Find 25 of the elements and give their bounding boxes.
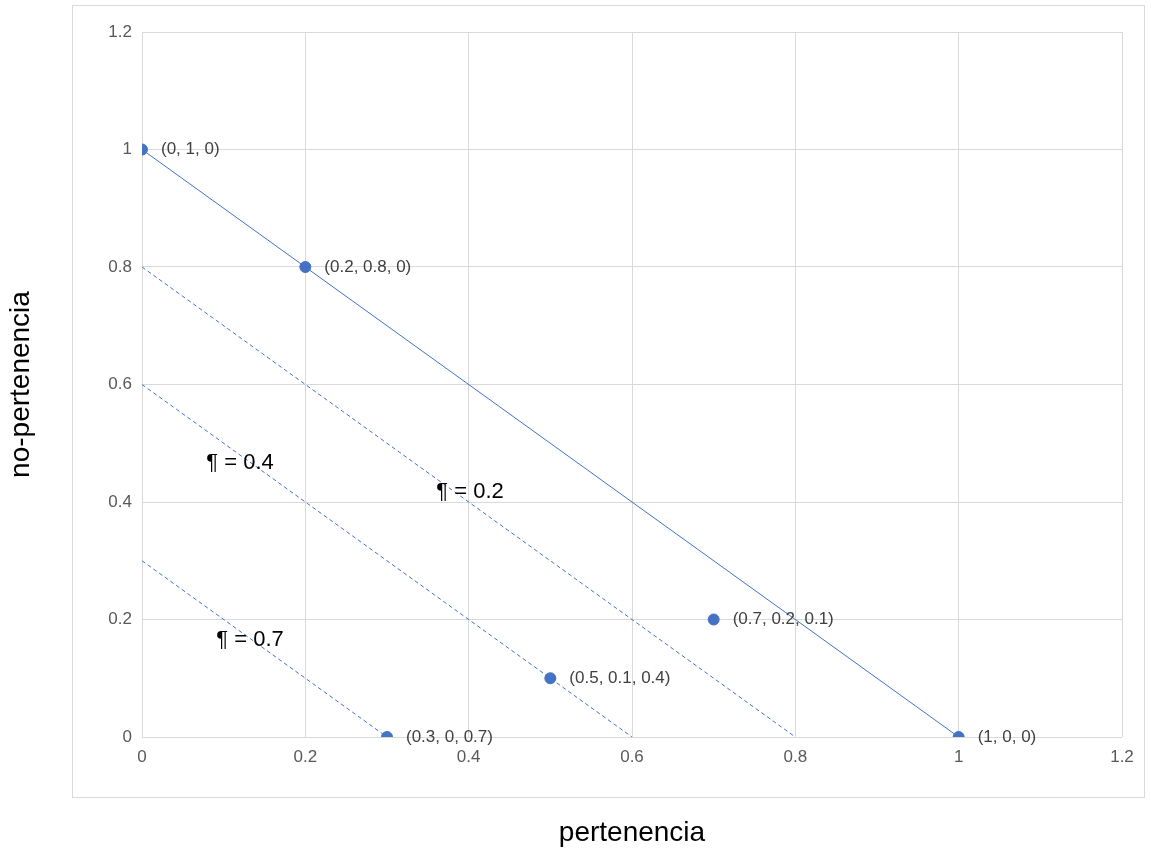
x-tick-label: 0.6: [620, 746, 644, 766]
data-label: (0.3, 0, 0.7): [406, 726, 493, 746]
x-axis-title: pertenencia: [558, 815, 706, 847]
y-tick-label: 0.4: [108, 491, 132, 511]
y-tick-label: 1: [122, 139, 132, 159]
y-tick-label: 1.2: [108, 21, 132, 41]
data-label: (0.5, 0.1, 0.4): [569, 667, 671, 687]
annotation: ¶ = 0.7: [216, 626, 284, 652]
y-tick-label: 0.8: [108, 256, 132, 276]
x-tick-label: 1.2: [1110, 746, 1134, 766]
x-tick-label: 1: [953, 746, 964, 766]
x-tick-label: 0.4: [456, 746, 481, 766]
y-axis-title: no-pertenencia: [3, 290, 35, 478]
data-label: (1, 0, 0): [977, 726, 1037, 746]
y-tick-label: 0.6: [108, 374, 132, 394]
data-label: (0.2, 0.8, 0): [324, 256, 412, 276]
data-label: (0, 1, 0): [161, 139, 220, 159]
x-tick-label: 0.8: [783, 746, 808, 766]
y-tick-label: 0: [122, 726, 132, 746]
annotation: ¶ = 0.2: [436, 478, 504, 504]
data-label: (0.7, 0.2, 0.1): [732, 609, 834, 629]
x-tick-label: 0.2: [293, 746, 318, 766]
x-tick-label: 0: [137, 746, 147, 766]
y-tick-label: 0.2: [108, 609, 132, 629]
annotation: ¶ = 0.4: [206, 449, 274, 475]
